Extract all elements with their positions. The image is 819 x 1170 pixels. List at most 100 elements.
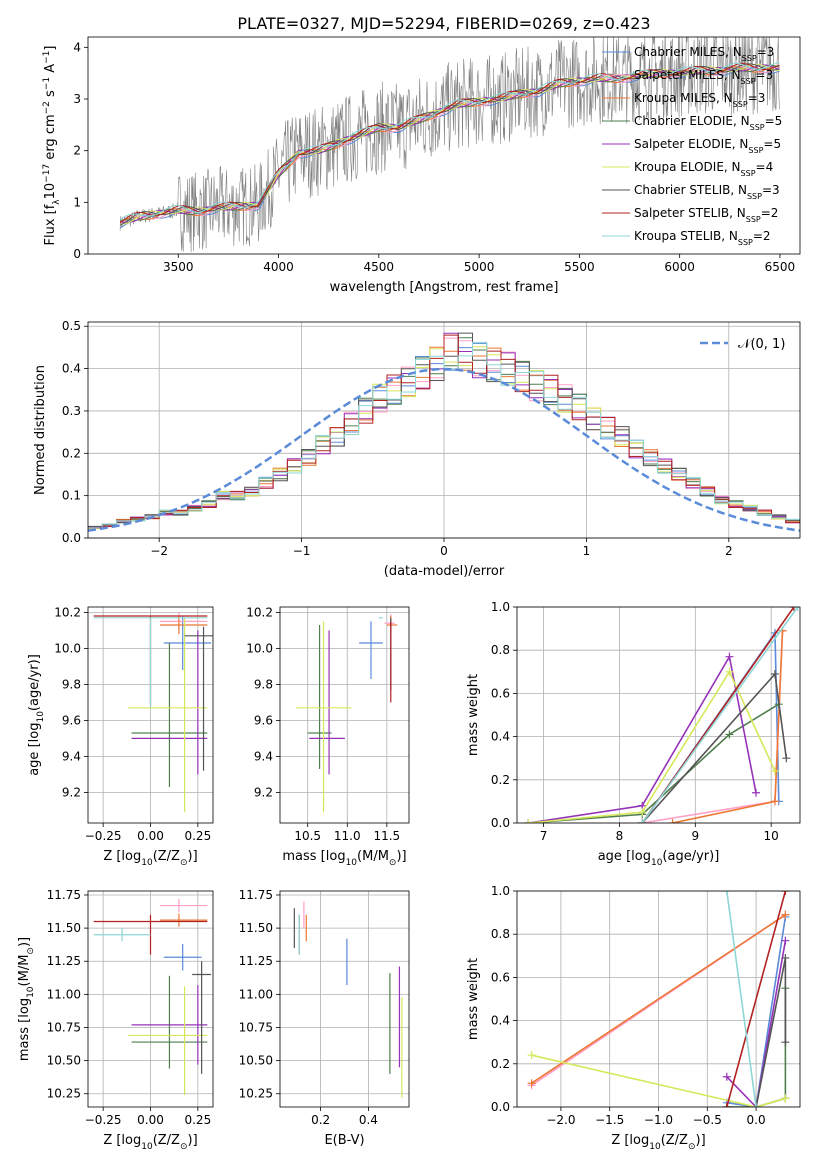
spectrum-ytick-label: 4: [73, 40, 81, 54]
spectrum-xtick-label: 4500: [364, 260, 395, 274]
weight-vs-age-marker: [789, 607, 798, 611]
weight-vs-Z-xtick-label: −1.5: [595, 1113, 624, 1127]
mass-vs-Z-xtick-label: 0.25: [184, 1113, 211, 1127]
weight-vs-age-marker: [524, 819, 533, 823]
normal-curve-line: [88, 367, 800, 532]
weight-vs-Z-marker: [781, 953, 790, 962]
weight-vs-Z-series-8: [726, 891, 757, 1107]
weight-vs-Z-marker: [722, 1072, 731, 1081]
mass-vs-EBV-panel: 0.2 0.4 10.25 10.50 10.75 11.00 11.25 11.50 11.7…: [239, 888, 410, 1148]
weight-vs-age-xlabel-part: (age/yr)]: [662, 849, 719, 864]
spectrum-xtick-label: 3500: [163, 260, 194, 274]
legend-label-sub: SSP: [748, 146, 763, 155]
age-vs-Z-ytick-label: 9.4: [62, 749, 81, 763]
weight-vs-age-marker: [782, 754, 791, 763]
weight-vs-Z-xlabel-part: ⊙: [688, 1142, 696, 1152]
weight-vs-Z-marker: [781, 936, 790, 945]
legend-label-tail: =2: [753, 229, 771, 243]
weight-vs-age-marker: [638, 819, 647, 823]
weight-vs-age-ylabel: mass weight: [466, 674, 481, 756]
mass-vs-Z-xlabel-part: 10: [141, 1142, 153, 1152]
mass-vs-EBV-plot-area: [293, 901, 403, 1098]
age-vs-mass-xtick-label: 11.5: [373, 829, 400, 843]
legend-label-sub: SSP: [747, 192, 762, 201]
weight-vs-Z-marker: [722, 1103, 731, 1107]
weight-vs-Z-ylabel: mass weight: [466, 958, 481, 1040]
mass-vs-Z-xlabel-part: ⊙: [180, 1142, 188, 1152]
legend-label-main: Chabrier ELODIE, N: [634, 114, 750, 128]
legend-label-3: Chabrier ELODIE, NSSP=5: [634, 114, 782, 132]
mass-vs-Z-xlabel-part: (Z/Z: [153, 1133, 180, 1148]
mass-vs-Z-ytick-label: 11.00: [47, 987, 81, 1001]
mass-vs-Z-ytick-label: 10.50: [47, 1054, 81, 1068]
residuals-ylabel: Normed distribution: [33, 365, 48, 495]
weight-vs-age-ytick-label: 0.8: [491, 643, 510, 657]
figure-title: PLATE=0327, MJD=52294, FIBERID=0269, z=0…: [237, 14, 650, 33]
legend-label-sub: SSP: [733, 100, 748, 109]
mass-vs-Z-xlabel-part: Z [log: [103, 1133, 141, 1148]
weight-vs-Z-ytick-label: 0.4: [491, 1014, 510, 1028]
legend-label-2: Kroupa MILES, NSSP=3: [634, 91, 765, 109]
histogram-series-8: [88, 341, 800, 529]
age-vs-Z-ytick-label: 9.2: [62, 785, 81, 799]
weight-vs-Z-frame: [516, 890, 801, 1108]
weight-vs-Z-xlabel-part: Z [log: [611, 1133, 649, 1148]
legend-label-main: Kroupa MILES, N: [634, 91, 733, 105]
spectrum-ylabel: Flux [fλ10−17 erg cm−2 s−1 A−1]: [42, 46, 62, 246]
weight-vs-age-xtick-label: 7: [540, 829, 548, 843]
weight-vs-Z-series-7: [726, 891, 787, 1107]
mass-vs-EBV-ytick-label: 11.25: [239, 954, 273, 968]
age-vs-Z-ytick-label: 9.8: [62, 677, 81, 691]
age-vs-Z-ylabel: age [log10(age/yr)]: [27, 654, 46, 776]
weight-vs-age-marker: [770, 797, 779, 806]
spectrum-ylabel-part: −1: [42, 77, 52, 90]
spectrum-frame: [87, 36, 801, 255]
weight-vs-age-marker: [751, 788, 760, 797]
mass-vs-Z-ylabel: mass [log10(M/M⊙)]: [17, 937, 36, 1061]
observed-spectrum-line: [119, 37, 780, 253]
mass-vs-Z-ylabel-part: ⊙: [26, 947, 36, 955]
age-vs-mass-plot-area: [295, 614, 398, 813]
weight-vs-Z-marker: [722, 891, 731, 895]
weight-vs-Z-series-5: [531, 1054, 786, 1107]
weight-vs-age-marker: [668, 819, 677, 823]
legend-label-5: Kroupa ELODIE, NSSP=4: [634, 160, 773, 178]
mass-vs-Z-xlabel: Z [log10(Z/Z⊙)]: [103, 1133, 197, 1152]
mass-vs-EBV-ytick-label: 11.75: [239, 888, 273, 902]
age-vs-Z-xlabel-part: (Z/Z: [153, 849, 180, 864]
age-vs-Z-xlabel: Z [log10(Z/Z⊙)]: [103, 849, 197, 868]
spectrum-ylabel-part: Flux [f: [43, 204, 58, 245]
panels-layer: 3500 4000 4500 5000 5500 6000 6500 0 1 2 3 4 Chabrie…: [17, 36, 801, 1152]
weight-vs-age-series-4: [528, 654, 757, 823]
spectrum-xlabel: wavelength [Angstrom, rest frame]: [330, 280, 559, 295]
weight-vs-Z-ytick-label: 0.8: [491, 927, 510, 941]
residuals-panel: −2 −1 0 1 2 0.0 0.1 0.2 0.3 0.4 0.5 𝒩(0, 1) (data-mo…: [33, 319, 801, 579]
spectrum-ylabel-part: λ: [52, 199, 62, 205]
weight-vs-age-xlabel-part: age [log: [598, 849, 651, 864]
mass-vs-Z-xlabel-part: )]: [188, 1133, 198, 1148]
model-line-8: [119, 62, 780, 220]
model-line-5: [120, 63, 780, 225]
residuals-ytick-label: 0.3: [62, 404, 81, 418]
weight-vs-age-marker: [793, 607, 800, 611]
spectrum-xtick-label: 6000: [664, 260, 695, 274]
weight-vs-age-xlabel: age [log10(age/yr)]: [598, 849, 720, 868]
legend-label-main: Salpeter STELIB, N: [634, 206, 746, 220]
age-vs-mass-xtick-label: 11.0: [334, 829, 361, 843]
residuals-xtick-label: 2: [725, 544, 733, 558]
mass-vs-Z-ytick-label: 10.75: [47, 1020, 81, 1034]
weight-vs-age-plot-area: [524, 607, 800, 823]
age-vs-Z-plot-area: [93, 612, 213, 813]
spectrum-ylabel-part: ]: [43, 46, 58, 51]
residuals-ytick-label: 0.4: [62, 362, 81, 376]
legend-label-tail: =3: [756, 68, 774, 82]
weight-vs-Z-marker: [781, 910, 790, 919]
age-vs-mass-ytick-label: 9.2: [254, 785, 273, 799]
weight-vs-Z-xlabel: Z [log10(Z/Z⊙)]: [611, 1133, 705, 1152]
mass-vs-EBV-xtick-label: 0.4: [359, 1113, 378, 1127]
age-vs-Z-ytick-label: 10.0: [54, 641, 81, 655]
legend-label-tail: =4: [756, 160, 774, 174]
weight-vs-Z-marker: [781, 891, 790, 895]
weight-vs-Z-ytick-label: 0.6: [491, 970, 510, 984]
